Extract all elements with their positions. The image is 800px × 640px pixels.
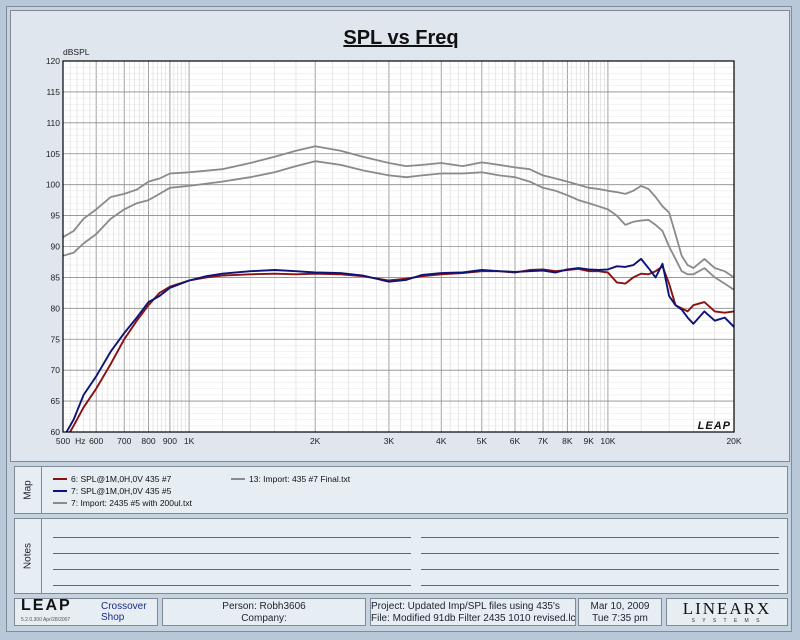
product-name-2: Shop [101,612,125,623]
notes-label-text: Notes [22,542,34,570]
legend-swatch [53,490,67,492]
leap-logo: LEAP [21,597,72,614]
version-text: 5.2.0.300 Apr/28/2007 [21,617,71,623]
time-text: Tue 7:35 pm [592,613,648,624]
y-tick-label: 115 [46,87,60,97]
legend-item-4[interactable]: 13: Import: 435 #7 Final.txt [231,474,350,484]
note-line [53,553,411,554]
note-line [421,569,779,570]
notes-label: Notes [15,519,42,593]
x-tick-label: 2K [310,436,321,446]
map-label-text: Map [22,480,34,500]
x-tick-labels: 500 Hz 600 700 800 900 1K 2K 3K 4K 5K 6K 7K 8K 9K 10K 20… [56,436,742,446]
series-line-2 [65,257,734,432]
legend-label: 13: Import: 435 #7 Final.txt [249,474,351,484]
project-text: Project: Updated Imp/SPL files using 435… [371,601,560,612]
x-tick-label: 10K [600,436,615,446]
plot-border [62,60,735,433]
legend-item-2[interactable]: 7: SPL@1M,0H,0V 435 #5 [53,486,171,496]
chart-panel: SPL vs Freq dBSPL 60 65 70 75 80 85 90 95 100 105… [10,10,790,462]
legend-label: 6: SPL@1M,0H,0V 435 #7 [71,474,172,484]
x-tick-label: 20K [726,436,741,446]
x-tick-label: 700 [117,436,131,446]
linearx-logo: LINEARX [682,599,772,618]
map-label: Map [15,467,42,513]
y-tick-label: 65 [51,396,61,406]
product-name-1: Crossover [101,601,147,612]
x-tick-label: 500 [56,436,70,446]
grid [62,60,735,433]
legend-swatch [231,478,245,480]
legend-swatch [53,478,67,480]
footer-logo-box: LEAP 5.2.0.300 Apr/28/2007 Crossover Sho… [14,598,158,626]
note-line [53,569,411,570]
footer-person-box: Person: Robh3606 Company: [162,598,366,626]
x-tick-label: 5K [477,436,488,446]
y-tick-labels: 60 65 70 75 80 85 90 95 100 105 110 115 120 [46,56,60,437]
legend-swatch [53,502,67,504]
person-text: Person: Robh3606 [222,601,306,612]
x-tick-label: 3K [384,436,395,446]
spl-chart: SPL vs Freq dBSPL 60 65 70 75 80 85 90 95 100 105… [46,27,742,446]
map-panel: Map 6: SPL@1M,0H,0V 435 #7 7: SPL@1M,0H,… [14,466,788,514]
x-tick-label: 8K [562,436,573,446]
y-tick-label: 110 [46,118,60,128]
y-tick-label: 80 [51,303,61,313]
legend-item-3[interactable]: 7: Import: 2435 #5 with 200ul.txt [53,498,192,508]
footer-project-box: Project: Updated Imp/SPL files using 435… [370,598,576,626]
note-line [421,537,779,538]
note-line [53,585,411,586]
x-tick-label: 600 [89,436,103,446]
note-line [421,553,779,554]
x-tick-label: 7K [538,436,549,446]
legend-item-1[interactable]: 6: SPL@1M,0H,0V 435 #7 [53,474,171,484]
y-tick-label: 105 [46,149,60,159]
x-tick-label: 1K [184,436,195,446]
x-tick-label: 9K [584,436,595,446]
chart-title: SPL vs Freq [343,27,458,49]
y-tick-label: 85 [51,272,61,282]
date-text: Mar 10, 2009 [590,601,650,612]
note-line [53,537,411,538]
y-tick-label: 95 [51,211,61,221]
legend-label: 7: Import: 2435 #5 with 200ul.txt [71,498,192,508]
footer-date-box: Mar 10, 2009 Tue 7:35 pm [578,598,662,626]
x-tick-label: 900 [163,436,177,446]
y-tick-label: 70 [51,365,61,375]
linearx-subtitle: S Y S T E M S [691,618,763,624]
y-tick-label: 100 [46,180,60,190]
y-axis-label: dBSPL [63,47,90,57]
file-text: File: Modified 91db Filter 2435 1010 rev… [371,613,575,624]
series-line-4 [63,160,734,291]
x-tick-label: 800 [141,436,155,446]
x-tick-label: 4K [436,436,447,446]
y-tick-label: 60 [51,427,61,437]
x-tick-label: Hz [75,436,85,446]
notes-panel[interactable]: Notes [14,518,788,594]
note-line [421,585,779,586]
y-tick-label: 120 [46,56,60,66]
y-tick-label: 90 [51,242,61,252]
series-layer [63,145,734,432]
leap-watermark: LEAP [698,420,731,432]
x-tick-label: 6K [510,436,521,446]
footer-brand-box: LINEARX S Y S T E M S [666,598,788,626]
y-tick-label: 75 [51,334,61,344]
company-text: Company: [241,613,287,624]
series-line-3 [63,145,734,279]
legend-label: 7: SPL@1M,0H,0V 435 #5 [71,486,172,496]
